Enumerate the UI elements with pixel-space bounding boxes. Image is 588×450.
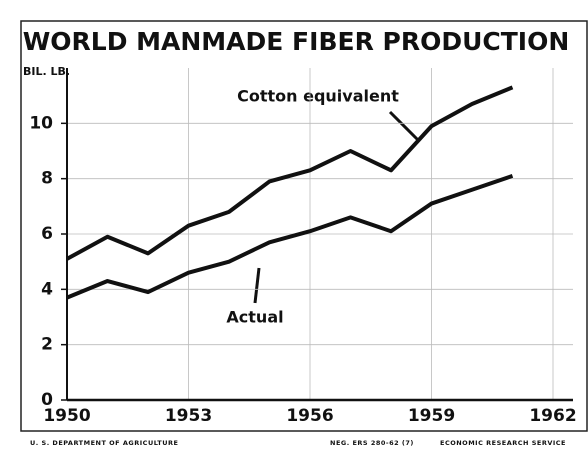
pointer <box>253 267 261 304</box>
x-tick-label: 1962 <box>529 406 576 426</box>
y-tick-label: 0 <box>41 390 53 410</box>
y-tick-label: 10 <box>29 113 53 133</box>
y-axis-label: BIL. LB. <box>23 65 70 78</box>
y-tick-label: 4 <box>41 279 53 299</box>
series-line <box>66 174 514 300</box>
footer-neg: NEG. ERS 280-62 (7) <box>330 439 414 447</box>
footer-right: ECONOMIC RESEARCH SERVICE <box>440 439 566 447</box>
x-tick-label: 1953 <box>165 406 212 426</box>
series-line <box>66 85 514 261</box>
x-tick-label: 1959 <box>408 406 455 426</box>
chart-title: WORLD MANMADE FIBER PRODUCTION <box>23 27 570 56</box>
y-tick-label: 8 <box>41 169 53 189</box>
series-label: Actual <box>226 308 283 327</box>
frame <box>20 20 588 432</box>
series-label: Cotton equivalent <box>237 87 399 106</box>
x-tick-label: 1956 <box>286 406 333 426</box>
y-tick-label: 2 <box>41 335 53 355</box>
x-tick-label: 1950 <box>43 406 90 426</box>
pointer <box>388 110 420 142</box>
y-tick-label: 6 <box>41 224 53 244</box>
footer-left: U. S. DEPARTMENT OF AGRICULTURE <box>30 439 178 447</box>
